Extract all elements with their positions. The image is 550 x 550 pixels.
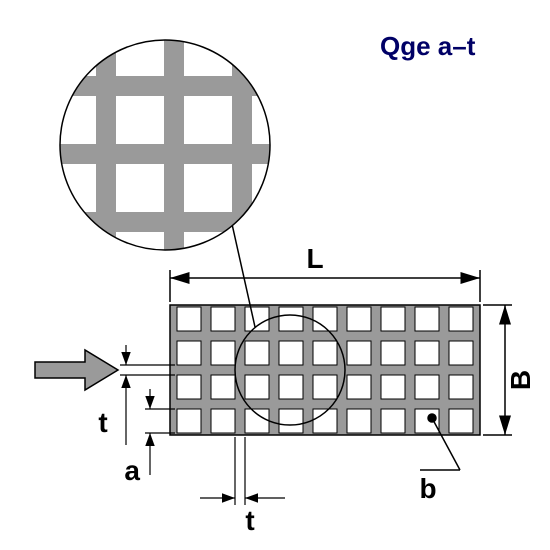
dim-t-vertical [120, 345, 175, 445]
label-B: B [505, 370, 536, 390]
direction-arrow [35, 350, 118, 390]
label-t-left: t [98, 407, 107, 438]
label-t-bottom: t [245, 505, 254, 536]
magnifier-view [40, 20, 300, 280]
label-a: a [124, 455, 140, 486]
label-L: L [306, 243, 323, 274]
dim-L [170, 270, 480, 302]
title: Qge a–t [380, 31, 476, 61]
dim-t-bottom [200, 437, 285, 505]
label-b: b [419, 473, 436, 504]
